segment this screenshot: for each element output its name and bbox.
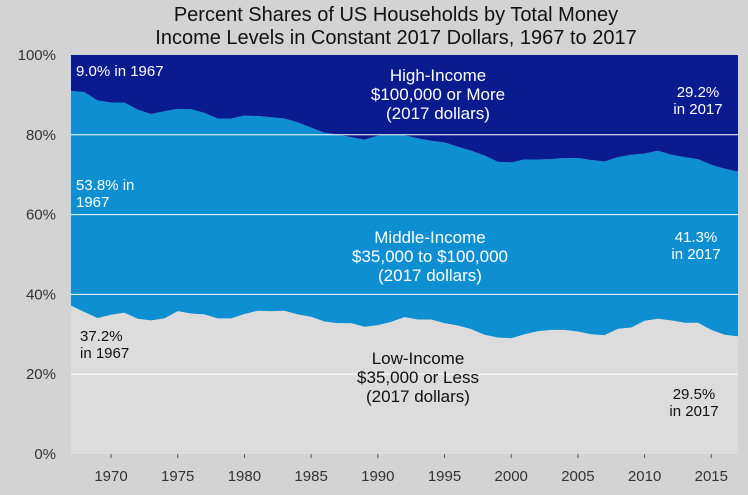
y-tick-label: 100% <box>18 47 56 64</box>
annotation-high-1967: 9.0% in 1967 <box>76 63 164 80</box>
x-tick-label: 1990 <box>361 468 394 485</box>
x-tick-label: 2005 <box>561 468 594 485</box>
chart-title-line-1: Percent Shares of US Households by Total… <box>174 4 618 26</box>
high-income-label: High-Income $100,000 or More (2017 dollars… <box>371 66 505 123</box>
y-tick-label: 80% <box>26 127 56 144</box>
x-tick-label: 1995 <box>428 468 461 485</box>
y-tick-label: 0% <box>34 446 56 463</box>
area-low-income <box>71 305 738 454</box>
y-axis-tick-labels: 0% 20% 40% 60% 80% 100% <box>18 47 56 463</box>
series-labels: High-Income $100,000 or More (2017 dollars… <box>352 66 508 406</box>
x-axis-tick-labels: 1970 1975 1980 1985 1990 1995 2000 2005 2010 2015 <box>94 454 728 485</box>
y-tick-label: 60% <box>26 207 56 224</box>
x-tick-label: 1980 <box>228 468 261 485</box>
x-tick-label: 2010 <box>628 468 661 485</box>
chart-title-line-2: Income Levels in Constant 2017 Dollars, … <box>155 27 636 49</box>
middle-income-label: Middle-Income $35,000 to $100,000 (2017 do… <box>352 228 508 285</box>
annotation-high-2017: 29.2% in 2017 <box>673 84 722 118</box>
value-annotations: 9.0% in 1967 29.2% in 2017 53.8% in 1967 41.3… <box>76 63 723 420</box>
x-tick-label: 1970 <box>94 468 127 485</box>
low-income-label: Low-Income $35,000 or Less (2017 dollars) <box>357 349 479 406</box>
area-high-income <box>71 55 738 172</box>
y-tick-label: 40% <box>26 286 56 303</box>
chart-title: Percent Shares of US Households by Total… <box>155 4 636 49</box>
x-tick-label: 1975 <box>161 468 194 485</box>
annotation-low-1967: 37.2% in 1967 <box>80 328 129 362</box>
gridlines <box>71 134 738 375</box>
x-tick-label: 2015 <box>695 468 728 485</box>
annotation-low-2017: 29.5% in 2017 <box>669 386 718 420</box>
x-tick-label: 1985 <box>294 468 327 485</box>
area-series-group <box>71 55 738 454</box>
x-tick-label: 2000 <box>495 468 528 485</box>
annotation-middle-2017: 41.3% in 2017 <box>671 229 720 263</box>
annotation-middle-1967: 53.8% in 1967 <box>76 177 134 211</box>
y-tick-label: 20% <box>26 366 56 383</box>
